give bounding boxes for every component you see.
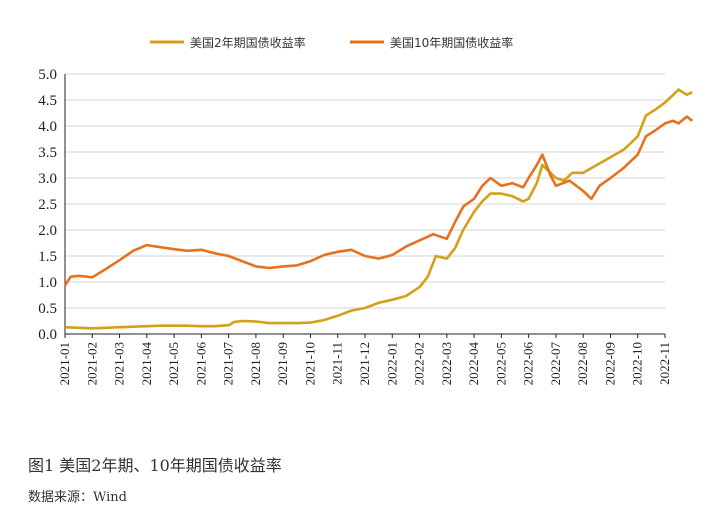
data-source: 数据来源：Wind: [28, 490, 127, 505]
x-tick-label: 2021-01: [57, 342, 72, 385]
series-lines: [63, 88, 694, 330]
legend: 美国2年期国债收益率 美国10年期国债收益率: [150, 35, 513, 50]
x-tick-label: 2021-10: [302, 342, 317, 385]
x-tick-label: 2022-03: [439, 342, 454, 385]
x-tick-label: 2022-05: [493, 342, 508, 385]
x-tick-label: 2021-06: [193, 342, 208, 386]
x-tick-label: 2021-08: [248, 342, 263, 385]
y-tick-label: 4.0: [38, 119, 57, 135]
x-tick-label: 2022-08: [575, 342, 590, 385]
y-tick-label: 1.0: [38, 275, 57, 291]
y-tick-label: 4.5: [38, 93, 57, 109]
x-tick-label: 2022-10: [630, 342, 645, 385]
x-tick-label: 2021-07: [221, 342, 236, 386]
x-tick-label: 2021-05: [166, 342, 181, 385]
series-line-2y: [64, 88, 693, 330]
y-axis-ticks: 0.0 0.5 1.0 1.5 2.0 2.5 3.0 3.5 4.0 4.5 5.0: [38, 67, 57, 343]
x-tick-label: 2022-09: [602, 342, 617, 385]
x-tick-label: 2021-04: [139, 342, 154, 386]
x-axis-ticks: 2021-01 2021-02 2021-03 2021-04 2021-05 2021-…: [57, 334, 672, 385]
legend-label: 美国2年期国债收益率: [190, 35, 306, 50]
x-tick-label: 2022-11: [657, 342, 672, 385]
x-tick-label: 2021-09: [275, 342, 290, 385]
x-tick-label: 2021-11: [330, 342, 345, 385]
y-tick-label: 3.0: [38, 171, 57, 187]
chart: 美国2年期国债收益率 美国10年期国债收益率 0.0 0.5 1.0 1.5 2.0 2.5…: [38, 35, 694, 385]
gridlines: [65, 73, 665, 309]
y-tick-label: 0.0: [38, 327, 57, 343]
y-tick-label: 0.5: [38, 301, 57, 317]
y-tick-label: 5.0: [38, 67, 57, 83]
x-tick-label: 2022-01: [384, 342, 399, 385]
x-tick-label: 2022-07: [548, 342, 563, 386]
x-tick-label: 2022-04: [466, 342, 481, 386]
x-tick-label: 2021-12: [357, 342, 372, 385]
y-tick-label: 2.5: [38, 197, 57, 213]
x-tick-label: 2021-03: [112, 342, 127, 385]
y-tick-label: 2.0: [38, 223, 57, 239]
legend-label: 美国10年期国债收益率: [390, 35, 513, 50]
y-tick-label: 3.5: [38, 145, 57, 161]
series-line-10y: [63, 115, 694, 287]
x-tick-label: 2021-02: [84, 342, 99, 385]
y-tick-label: 1.5: [38, 249, 57, 265]
x-tick-label: 2022-02: [412, 342, 427, 385]
x-tick-label: 2022-06: [521, 342, 536, 386]
figure-caption: 图1 美国2年期、10年期国债收益率: [28, 456, 282, 475]
